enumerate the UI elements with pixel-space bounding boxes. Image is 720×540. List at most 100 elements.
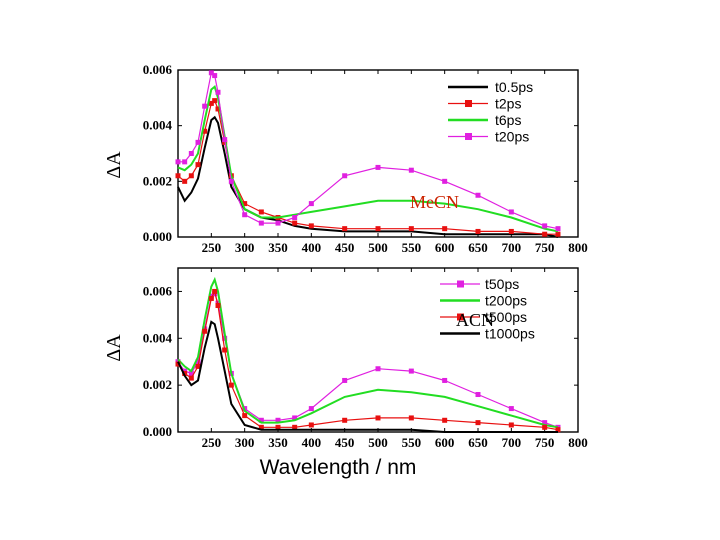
data-point [182, 159, 188, 165]
x-tick-label: 700 [502, 240, 522, 255]
data-point [542, 231, 548, 237]
legend-label: t200ps [485, 293, 527, 309]
x-tick-label: 650 [468, 435, 488, 450]
series-t200ps: t200ps [177, 276, 559, 429]
x-tick-label: 800 [568, 240, 588, 255]
y-axis-label: ΔA [103, 334, 125, 362]
data-point [175, 159, 181, 165]
data-point [308, 406, 314, 412]
y-tick-label: 0.006 [143, 283, 173, 298]
y-axis-label: ΔA [103, 151, 125, 179]
data-point [208, 100, 214, 106]
data-point [308, 422, 314, 428]
x-tick-label: 400 [302, 435, 322, 450]
x-tick-label: 350 [268, 240, 288, 255]
series-t6ps: t6ps [177, 84, 559, 233]
data-point [375, 366, 381, 372]
data-point [292, 220, 298, 226]
data-point [442, 417, 448, 423]
data-point [555, 427, 561, 433]
legend-label: t1000ps [485, 326, 535, 342]
data-point [195, 363, 201, 369]
x-tick-label: 300 [235, 435, 255, 450]
data-point [555, 226, 561, 232]
data-point [408, 226, 414, 232]
data-point [342, 377, 348, 383]
data-point [275, 417, 281, 423]
data-point [215, 106, 221, 112]
data-point [292, 415, 298, 421]
x-tick-label: 450 [335, 240, 355, 255]
data-point [508, 209, 514, 215]
legend-label: t0.5ps [495, 79, 533, 95]
data-point [408, 368, 414, 374]
data-point [212, 98, 218, 104]
data-point [258, 220, 264, 226]
data-point [212, 288, 218, 294]
solvent-annotation: ACN [456, 310, 494, 330]
data-point [212, 73, 218, 79]
data-point [442, 226, 448, 232]
x-tick-label: 800 [568, 435, 588, 450]
data-point [195, 139, 201, 145]
x-tick-label: 750 [535, 240, 555, 255]
data-point [208, 70, 214, 76]
data-point [242, 201, 248, 207]
x-tick-label: 450 [335, 435, 355, 450]
x-tick-label: 550 [402, 240, 422, 255]
y-tick-label: 0.002 [143, 173, 172, 188]
x-tick-label: 350 [268, 435, 288, 450]
data-point [442, 178, 448, 184]
x-tick-label: 650 [468, 240, 488, 255]
data-point [258, 424, 264, 430]
data-point [308, 223, 314, 229]
data-point [202, 128, 208, 134]
y-tick-label: 0.004 [143, 330, 173, 345]
data-point [222, 347, 228, 353]
series-t500ps: t500ps [175, 288, 561, 433]
data-point [228, 382, 234, 388]
data-point [258, 417, 264, 423]
data-point [408, 415, 414, 421]
data-point [188, 151, 194, 156]
legend-label: t500ps [485, 309, 527, 325]
x-tick-label: 750 [535, 435, 555, 450]
x-tick-label: 300 [235, 240, 255, 255]
data-point [292, 215, 298, 221]
data-point [442, 377, 448, 383]
data-point [195, 359, 201, 365]
data-point [208, 295, 214, 301]
data-point [228, 178, 234, 184]
x-tick-label: 250 [202, 435, 222, 450]
data-point [475, 228, 481, 234]
data-point [408, 167, 414, 173]
legend-marker [465, 133, 472, 140]
legend-label: t20ps [495, 129, 529, 145]
data-point [242, 413, 248, 419]
chart-panel-1: 250 300 350 400 450 500 550 600 650 700 750 800 0.00… [103, 62, 588, 255]
data-point [342, 226, 348, 232]
data-point [258, 209, 264, 215]
data-point [215, 89, 221, 95]
data-point [375, 226, 381, 232]
data-point [175, 361, 181, 367]
y-tick-label: 0.000 [143, 424, 172, 439]
data-point [475, 420, 481, 426]
legend-marker [457, 280, 464, 288]
data-point [508, 422, 514, 428]
data-point [175, 173, 181, 179]
series-line [177, 84, 559, 233]
data-point [202, 328, 208, 334]
legend-label: t2ps [495, 96, 521, 112]
data-point [188, 375, 194, 381]
data-point [202, 103, 208, 109]
x-tick-label: 600 [435, 240, 455, 255]
data-point [292, 424, 298, 430]
data-point [275, 220, 281, 226]
data-point [475, 392, 481, 398]
series-line [177, 320, 558, 433]
chart-panel-2: 250 300 350 400 450 500 550 600 650 700 750 800 0.00… [103, 267, 588, 479]
y-tick-label: 0.002 [143, 377, 172, 392]
x-tick-label: 700 [502, 435, 522, 450]
